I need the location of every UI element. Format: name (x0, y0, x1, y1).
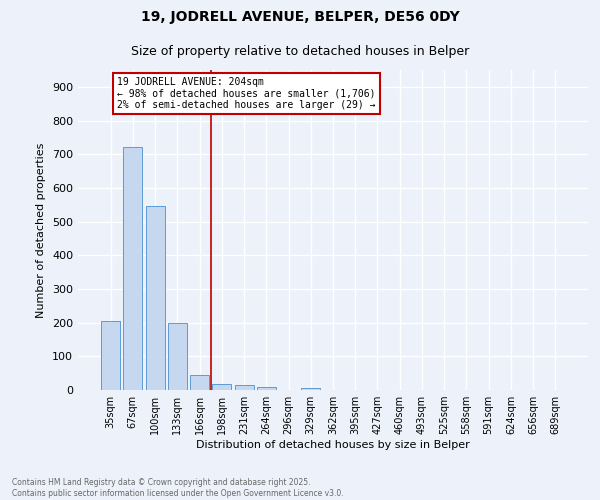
Bar (146, 206, 164, 390)
Text: 19, JODRELL AVENUE, BELPER, DE56 0DY: 19, JODRELL AVENUE, BELPER, DE56 0DY (140, 10, 460, 24)
Bar (190, 374, 209, 390)
Bar (101, 321, 120, 390)
Bar (124, 148, 142, 390)
Bar (235, 385, 254, 390)
Y-axis label: Number of detached properties: Number of detached properties (37, 142, 46, 318)
X-axis label: Distribution of detached houses by size in Belper: Distribution of detached houses by size … (196, 440, 470, 450)
Bar (212, 384, 231, 390)
Bar (257, 386, 276, 390)
Text: Size of property relative to detached houses in Belper: Size of property relative to detached ho… (131, 45, 469, 58)
Bar (168, 324, 187, 390)
Text: 19 JODRELL AVENUE: 204sqm
← 98% of detached houses are smaller (1,706)
2% of sem: 19 JODRELL AVENUE: 204sqm ← 98% of detac… (118, 76, 376, 110)
Text: Contains HM Land Registry data © Crown copyright and database right 2025.
Contai: Contains HM Land Registry data © Crown c… (12, 478, 344, 498)
Bar (301, 388, 320, 390)
